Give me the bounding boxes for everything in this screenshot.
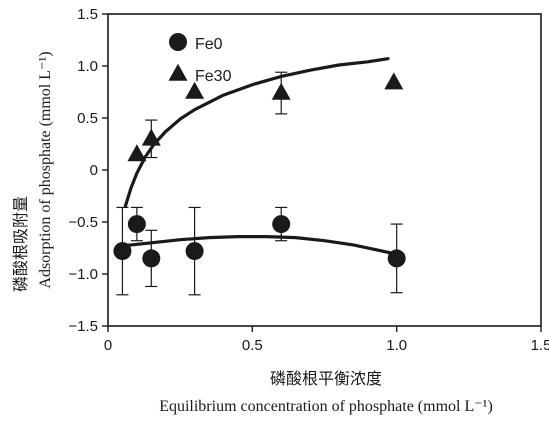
x-axis-title-en: Equilibrium concentration of phosphate (…	[159, 398, 493, 415]
y-tick-label: −1.5	[68, 318, 98, 335]
y-tick-label: 0	[90, 162, 98, 179]
legend-fe0-label: Fe0	[195, 36, 223, 53]
fe30-data-point	[141, 128, 161, 146]
fe30-fit-curve	[123, 57, 390, 208]
fe30-data-point	[271, 82, 291, 100]
legend-fe30-label: Fe30	[195, 68, 232, 85]
x-tick-label: 1.5	[531, 337, 549, 354]
fe0-data-point	[272, 215, 291, 234]
legend-fe30-marker	[168, 63, 188, 81]
y-tick-label: −1.0	[68, 266, 98, 283]
fe0-fit-curve	[120, 235, 399, 256]
fe30-data-point	[185, 81, 205, 99]
plot-frame	[107, 13, 542, 327]
y-tick-label: 0.5	[77, 110, 98, 127]
tick-marks	[102, 13, 542, 332]
x-tick-label: 0.5	[242, 337, 263, 354]
tick-labels: 0 0.5 1.0 1.5 −1.5 −1.0 −0.5 0 0.5 1.0 1.5	[68, 6, 549, 354]
fe0-data-point	[387, 249, 406, 268]
y-axis-title-cn: 磷酸根吸附量	[11, 196, 30, 292]
y-tick-label: 1.0	[77, 58, 98, 75]
data-markers	[113, 72, 406, 268]
x-axis-title-cn: 磷酸根平衡浓度	[270, 369, 382, 388]
y-tick-label: 1.5	[77, 6, 98, 23]
fit-curves	[120, 57, 399, 256]
axes	[107, 13, 542, 327]
fe0-data-point	[113, 242, 132, 261]
fe0-data-point	[127, 215, 146, 234]
x-tick-label: 1.0	[386, 337, 407, 354]
fe0-data-point	[142, 249, 161, 268]
y-axis-title-en: Adsorption of phosphate (mmol L⁻¹)	[37, 51, 54, 288]
x-tick-label: 0	[104, 337, 112, 354]
legend-fe0-marker	[169, 33, 187, 51]
y-tick-label: −0.5	[68, 214, 98, 231]
fe0-data-point	[185, 242, 204, 261]
fe30-data-point	[384, 72, 404, 90]
legend: Fe0 Fe30	[168, 33, 232, 85]
fe30-data-point	[127, 144, 147, 162]
